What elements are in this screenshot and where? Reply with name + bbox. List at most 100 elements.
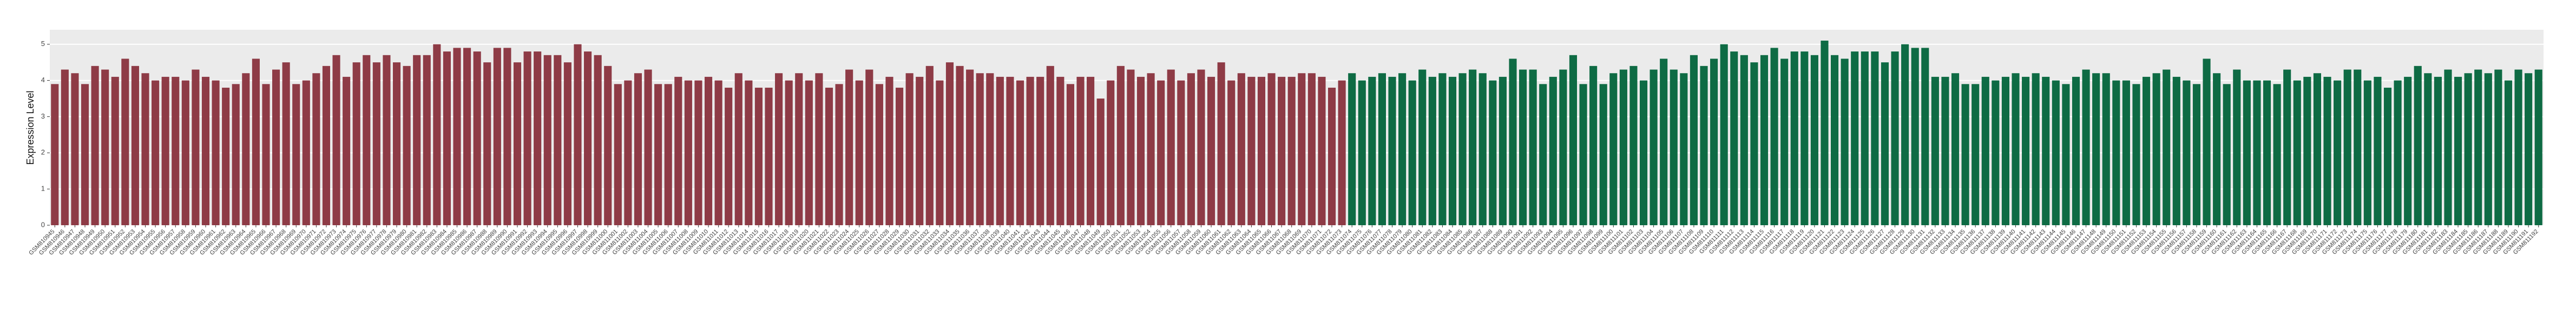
bar xyxy=(2313,73,2321,225)
y-axis-title: Expression Level xyxy=(25,90,36,165)
bar xyxy=(765,87,773,225)
bar xyxy=(1278,76,1286,225)
bar xyxy=(352,62,360,226)
bar xyxy=(795,73,803,225)
bar xyxy=(805,80,813,225)
y-tick-label: 1 xyxy=(41,185,45,193)
bar xyxy=(885,76,893,225)
bar xyxy=(1469,69,1477,225)
bar xyxy=(1599,84,1607,225)
bar xyxy=(563,62,571,226)
bar xyxy=(201,76,210,225)
bar xyxy=(1539,84,1547,225)
bar xyxy=(1056,76,1064,225)
bar xyxy=(1197,69,1205,225)
bar xyxy=(1509,58,1517,226)
bar xyxy=(413,55,421,225)
bar xyxy=(1157,80,1165,225)
bar xyxy=(1992,80,2000,225)
bar xyxy=(1589,66,1598,225)
bar xyxy=(1619,69,1627,225)
bar xyxy=(1489,80,1497,225)
bar xyxy=(111,76,119,225)
bar xyxy=(2434,76,2442,225)
bar xyxy=(91,66,99,225)
bar xyxy=(1127,69,1135,225)
bar xyxy=(302,80,310,225)
bar xyxy=(1348,73,1356,225)
bar xyxy=(1036,76,1044,225)
bar xyxy=(1680,73,1688,225)
bar xyxy=(775,73,783,225)
bar xyxy=(503,48,511,225)
bar xyxy=(2112,80,2120,225)
y-tick-label: 2 xyxy=(41,148,45,156)
bar xyxy=(282,62,290,226)
bar xyxy=(1861,51,1869,225)
bar xyxy=(2032,73,2040,225)
bar xyxy=(1740,55,1748,225)
bar xyxy=(604,66,612,225)
bar xyxy=(2183,80,2191,225)
bar xyxy=(1780,58,1789,226)
y-tick-label: 0 xyxy=(41,220,45,228)
bar xyxy=(2354,69,2362,225)
bar xyxy=(1629,66,1638,225)
bar xyxy=(1177,80,1185,225)
bar xyxy=(916,76,924,225)
bar xyxy=(2414,66,2422,225)
bar xyxy=(513,62,522,226)
bar xyxy=(1730,51,1738,225)
bar xyxy=(815,73,823,225)
bar xyxy=(2082,69,2090,225)
bar xyxy=(152,80,160,225)
bar xyxy=(674,76,682,225)
bar xyxy=(2253,80,2261,225)
bar xyxy=(1891,51,1899,225)
bar xyxy=(865,69,873,225)
bar xyxy=(785,80,793,225)
bar xyxy=(554,55,562,225)
bar xyxy=(1579,84,1587,225)
y-tick-label: 5 xyxy=(41,40,45,48)
bar xyxy=(2042,76,2050,225)
bar xyxy=(1690,55,1698,225)
bar xyxy=(1529,69,1537,225)
bar xyxy=(292,84,300,225)
bar xyxy=(392,62,401,226)
bar xyxy=(1107,80,1115,225)
bar xyxy=(312,73,320,225)
bar xyxy=(694,80,702,225)
bar xyxy=(2293,80,2301,225)
bar xyxy=(222,87,230,225)
bar xyxy=(966,69,974,225)
bar xyxy=(1710,58,1718,226)
bar xyxy=(875,84,883,225)
bar xyxy=(2444,69,2452,225)
bar xyxy=(1136,76,1145,225)
bar xyxy=(2273,84,2281,225)
bar xyxy=(473,51,481,225)
bar xyxy=(1881,62,1889,226)
bar xyxy=(1408,80,1416,225)
bar xyxy=(745,80,753,225)
bar xyxy=(1257,76,1266,225)
bar xyxy=(272,69,280,225)
bar xyxy=(383,55,391,225)
bar xyxy=(2494,69,2502,225)
bar xyxy=(2062,84,2070,225)
bar xyxy=(2374,76,2382,225)
bar xyxy=(1851,51,1859,225)
bar xyxy=(1448,76,1457,225)
bar xyxy=(2092,73,2100,225)
bar xyxy=(1066,84,1074,225)
bar xyxy=(493,48,501,225)
bar xyxy=(2383,87,2392,225)
bar xyxy=(1478,73,1487,225)
bar xyxy=(51,84,59,225)
bar xyxy=(1519,69,1527,225)
bar xyxy=(855,80,863,225)
bar xyxy=(2464,73,2472,225)
bar xyxy=(2223,84,2231,225)
